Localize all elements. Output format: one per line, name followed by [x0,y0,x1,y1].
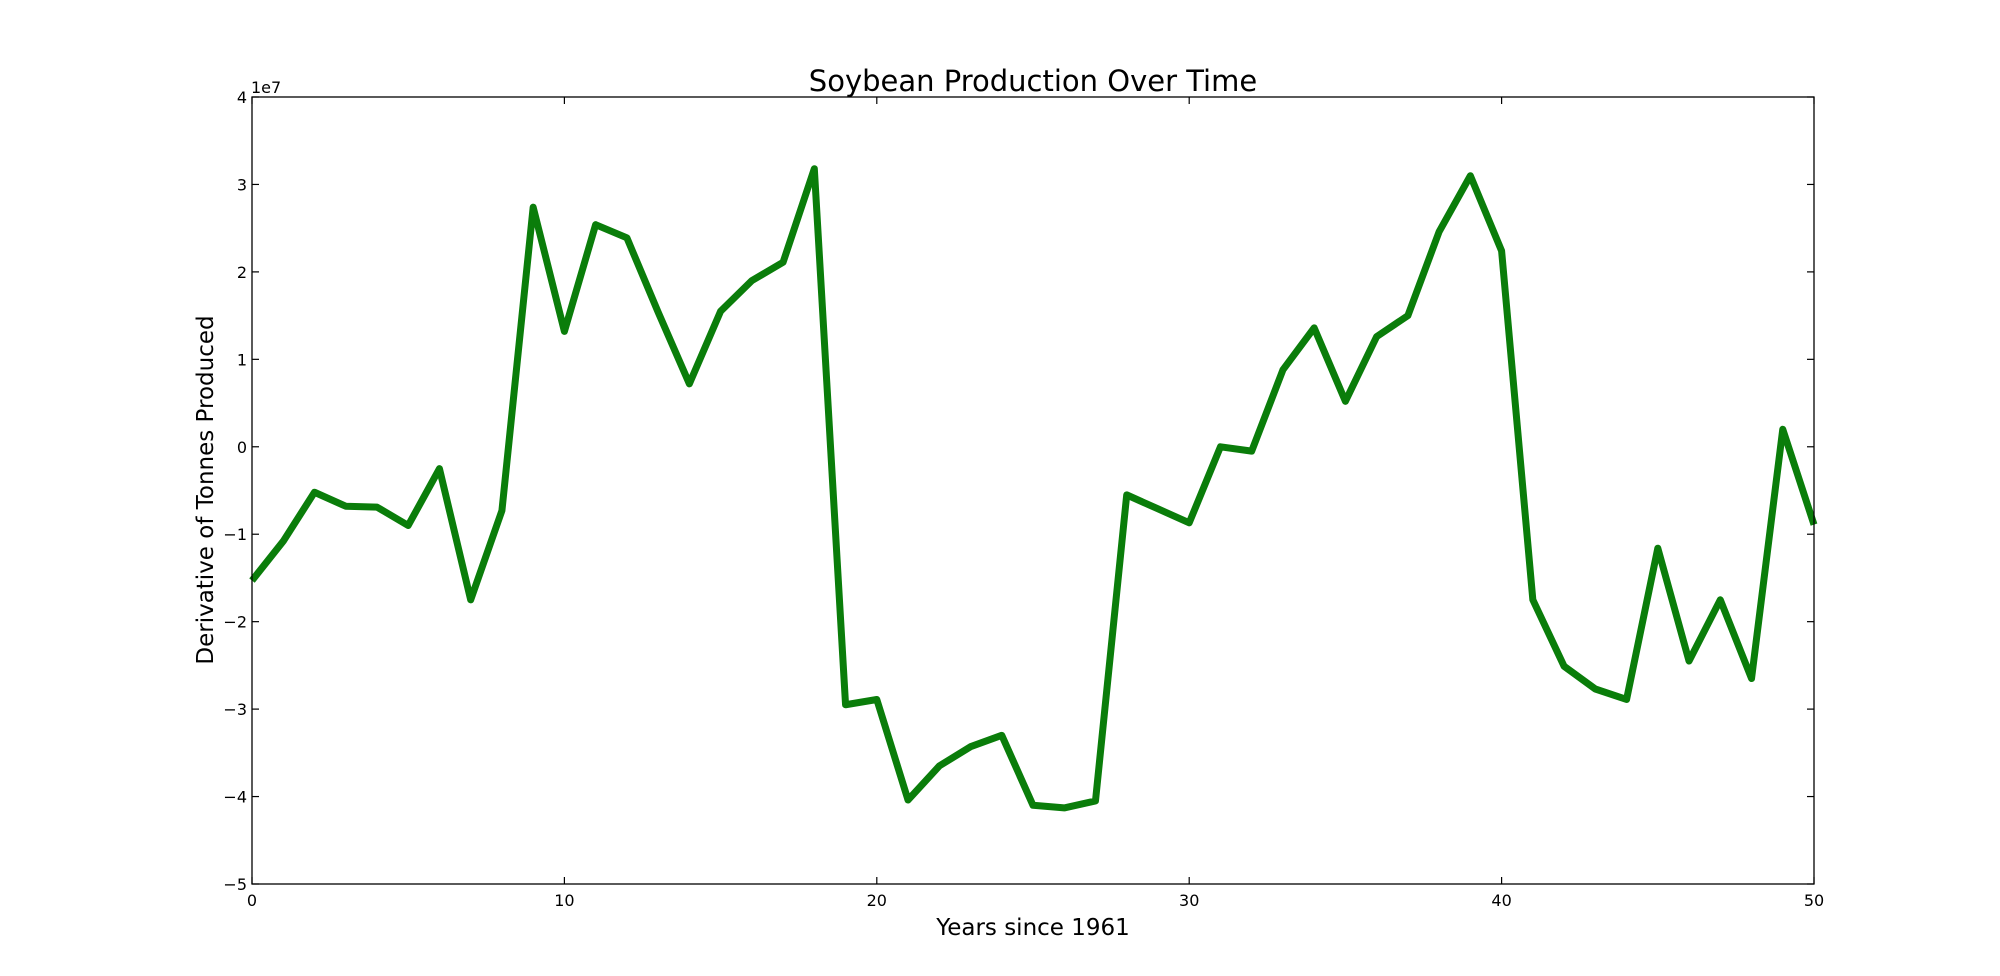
plot-frame [251,96,1815,885]
x-axis: 0 10 20 30 40 50 [247,97,1824,910]
y-tick-label: 4 [237,88,247,107]
y-tick-label: −2 [223,613,247,632]
x-tick-label: 0 [247,891,257,910]
series-line [249,165,1818,812]
y-tick-label: −5 [223,875,247,894]
x-tick-label: 20 [867,891,887,910]
x-tick-label: 10 [554,891,574,910]
y-tick-label: 3 [237,175,247,194]
x-tick-label: 30 [1179,891,1199,910]
y-offset-label: 1e7 [251,78,281,97]
series-layer [249,165,1818,812]
chart-title: Soybean Production Over Time [809,64,1257,98]
y-axis-title: Derivative of Tonnes Produced [193,315,219,664]
y-tick-label: −4 [223,788,247,807]
y-tick-label: 1 [237,350,247,369]
y-tick-label: −1 [223,525,247,544]
y-tick-label: 2 [237,263,247,282]
y-tick-label: −3 [223,700,247,719]
y-tick-label: 0 [237,438,247,457]
x-tick-label: 40 [1491,891,1511,910]
x-axis-title: Years since 1961 [935,915,1130,941]
x-tick-label: 50 [1804,891,1824,910]
